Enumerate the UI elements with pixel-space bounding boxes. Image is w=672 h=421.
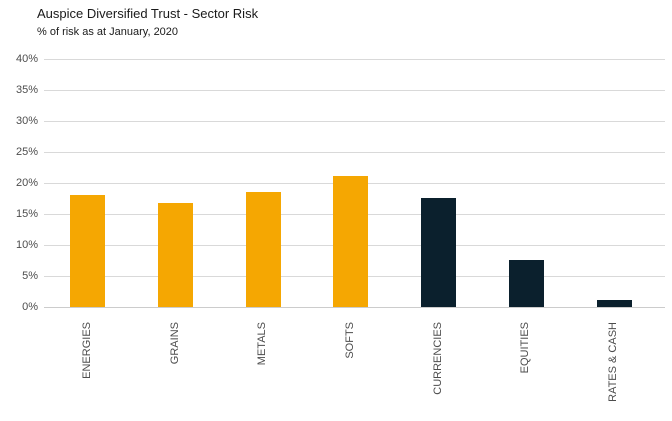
y-axis-tick-label: 20% — [15, 177, 38, 189]
y-axis-tick-label: 0% — [22, 301, 38, 313]
bar-grains — [158, 203, 193, 307]
y-axis-tick-label: 15% — [15, 208, 38, 220]
x-axis-category-label-currencies: CURRENCIES — [432, 322, 444, 395]
y-axis-tick-label: 25% — [15, 146, 38, 158]
y-axis-tick-label: 35% — [15, 84, 38, 96]
x-axis-category-label-metals: METALS — [256, 322, 268, 366]
bar-rates-cash — [597, 300, 632, 307]
x-axis-category-label-softs: SOFTS — [344, 322, 356, 359]
bar-softs — [333, 176, 368, 307]
chart-title: Auspice Diversified Trust - Sector Risk — [37, 6, 259, 21]
x-axis-category-label-energies: ENERGIES — [81, 322, 93, 379]
x-axis-category-label-rates-cash: RATES & CASH — [607, 322, 619, 402]
gridline-40pct — [44, 59, 665, 60]
gridline-0pct — [44, 307, 665, 308]
y-axis-tick-label: 5% — [22, 270, 38, 282]
y-axis-tick-label: 40% — [15, 53, 38, 65]
bar-currencies — [421, 198, 456, 307]
chart-subtitle: % of risk as at January, 2020 — [37, 26, 179, 38]
gridline-30pct — [44, 121, 665, 122]
gridline-35pct — [44, 90, 665, 91]
x-axis-category-label-grains: GRAINS — [169, 322, 181, 365]
gridline-25pct — [44, 152, 665, 153]
y-axis-tick-label: 10% — [15, 239, 38, 251]
bar-equities — [509, 260, 544, 307]
y-axis-tick-label: 30% — [15, 115, 38, 127]
bar-energies — [70, 195, 105, 307]
bar-metals — [246, 192, 281, 307]
x-axis-category-label-equities: EQUITIES — [519, 322, 531, 374]
